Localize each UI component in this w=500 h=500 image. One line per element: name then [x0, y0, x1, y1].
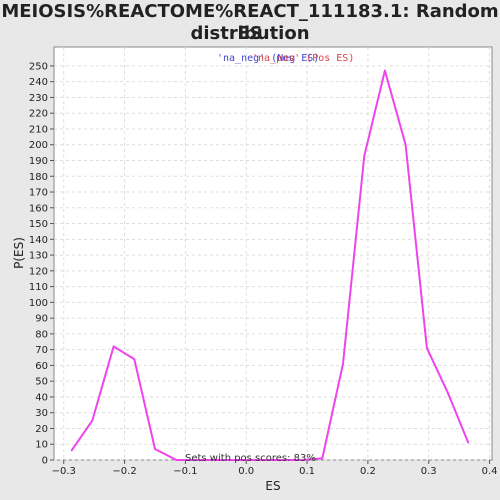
data-point [258, 459, 261, 461]
y-tick-label: 110 [29, 282, 48, 293]
y-tick-label: 90 [35, 314, 48, 325]
data-point [154, 448, 156, 450]
data-point [404, 143, 407, 146]
y-tick-label: 160 [29, 203, 48, 214]
y-tick-label: 0 [42, 456, 48, 467]
data-point [196, 459, 198, 461]
y-tick-label: 250 [29, 61, 48, 72]
data-point [238, 459, 240, 461]
legend-neg-entry: 'na_neg' (Neg ES) [217, 53, 319, 64]
y-axis-label: P(ES) [12, 237, 26, 269]
y-tick-label: 170 [29, 188, 48, 199]
legend-pos-entry: 'na_pos' (Pos ES) [252, 53, 354, 64]
y-tick-label: 30 [35, 408, 48, 419]
data-point [384, 69, 386, 72]
x-tick-label: 0.4 [482, 466, 498, 477]
chart-title-line1: MEIOSIS%REACTOME%REACT_111183.1: Random … [1, 1, 499, 44]
ticks: 0 10 20 30 40 50 60 70 80 90 100 110 120 130 140 150 160… [29, 61, 498, 477]
data-point [426, 347, 428, 349]
series-group [70, 69, 470, 461]
y-tick-label: 200 [29, 140, 48, 151]
x-tick-label: −0.1 [173, 466, 197, 477]
data-point [216, 459, 219, 461]
y-tick-label: 150 [29, 219, 48, 230]
y-tick-label: 60 [35, 361, 48, 372]
x-tick-label: 0.2 [360, 466, 376, 477]
y-tick-label: 140 [29, 235, 48, 246]
data-point [133, 358, 136, 360]
y-tick-label: 70 [35, 345, 48, 356]
x-tick-label: 0.1 [299, 466, 315, 477]
x-axis-label: ES [265, 479, 280, 493]
pos-scores-annotation: Sets with pos scores: 83% [185, 453, 316, 464]
data-point [321, 457, 324, 460]
grid [54, 47, 492, 461]
data-point [91, 419, 94, 422]
y-tick-label: 100 [29, 298, 48, 309]
y-tick-label: 240 [29, 77, 48, 88]
data-point [342, 363, 344, 365]
x-tick-label: −0.2 [112, 466, 136, 477]
y-tick-label: 210 [29, 124, 48, 135]
y-tick-label: 130 [29, 251, 48, 262]
es-distribution-line [70, 69, 470, 461]
data-point [70, 449, 73, 452]
data-point [467, 441, 470, 444]
y-tick-label: 180 [29, 172, 48, 183]
chart-title-line2: distribution [190, 23, 310, 44]
x-tick-label: −0.3 [52, 466, 76, 477]
plot-area [53, 46, 493, 461]
y-tick-label: 80 [35, 329, 48, 340]
y-tick-label: 20 [35, 424, 48, 435]
data-point [279, 459, 282, 461]
y-tick-label: 220 [29, 109, 48, 120]
y-tick-label: 40 [35, 392, 48, 403]
y-tick-label: 120 [29, 266, 48, 277]
data-point [446, 391, 449, 394]
y-tick-label: 190 [29, 156, 48, 167]
data-point [175, 459, 178, 461]
x-tick-label: 0.0 [238, 466, 254, 477]
data-point [363, 154, 366, 157]
data-point [112, 345, 115, 348]
y-tick-label: 50 [35, 377, 48, 388]
x-tick-label: 0.3 [421, 466, 437, 477]
y-tick-label: 230 [29, 93, 48, 104]
data-point [300, 459, 303, 461]
y-tick-label: 10 [35, 440, 48, 451]
